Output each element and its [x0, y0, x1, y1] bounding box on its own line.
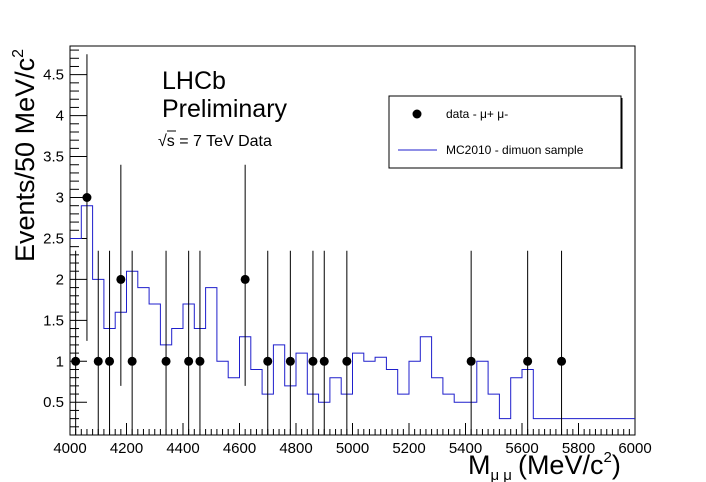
x-tick-label: 5000	[336, 440, 369, 457]
x-tick-label: 5800	[562, 440, 595, 457]
data-marker	[263, 356, 273, 366]
x-axis-label: Mμ μ (MeV/c2)	[468, 449, 621, 482]
legend-data-label: data - μ+ μ-	[446, 107, 508, 121]
y-tick-label: 1	[56, 353, 64, 370]
data-point	[342, 250, 352, 435]
data-point	[557, 250, 567, 435]
x-axis-label-units: (MeV/c	[518, 450, 604, 480]
data-point	[195, 250, 205, 435]
data-point	[116, 164, 126, 386]
legend-box	[388, 95, 622, 169]
legend-data-marker	[412, 109, 422, 119]
data-point	[240, 164, 250, 386]
data-marker	[342, 356, 352, 366]
x-tick-label: 6000	[618, 440, 651, 457]
x-tick-label: 4800	[279, 440, 312, 457]
data-points	[71, 54, 567, 435]
data-marker	[127, 356, 137, 366]
data-marker	[82, 193, 92, 203]
x-tick-label: 4400	[166, 440, 199, 457]
data-marker	[71, 356, 81, 366]
y-tick-label: 2	[56, 271, 64, 288]
y-axis-label-sup: 2	[10, 49, 27, 58]
x-axis-label-main: M	[468, 450, 491, 480]
data-point	[127, 250, 137, 435]
data-marker	[116, 274, 126, 284]
data-point	[184, 250, 194, 435]
y-tick-label: 1.5	[43, 312, 64, 329]
data-point	[105, 250, 115, 435]
data-marker	[285, 356, 295, 366]
data-point	[161, 250, 171, 435]
data-marker	[105, 356, 115, 366]
data-marker	[557, 356, 567, 366]
energy-s: s	[167, 133, 175, 150]
energy-text: = 7 TeV Data	[175, 133, 272, 150]
axis-ticks: 4000 4200 4400 4600 4800 5000 5200 5400 5600 5800…	[43, 49, 652, 457]
mc-step-line	[70, 205, 635, 420]
preliminary-label: Preliminary	[162, 95, 288, 123]
data-marker	[195, 356, 205, 366]
y-tick-label: 2.5	[43, 230, 64, 247]
x-tick-label: 5200	[392, 440, 425, 457]
x-tick-label: 4600	[223, 440, 256, 457]
data-point	[82, 54, 92, 341]
data-marker	[93, 356, 103, 366]
mc-histogram	[70, 205, 635, 420]
data-point	[71, 250, 81, 435]
y-tick-label: 3.5	[43, 149, 64, 166]
x-axis-label-units-close: )	[612, 450, 621, 480]
legend-mc-label: MC2010 - dimuon sample	[446, 143, 584, 157]
energy-label: √s = 7 TeV Data	[158, 133, 272, 150]
data-point	[263, 250, 273, 435]
legend: data - μ+ μ- MC2010 - dimuon sample	[388, 95, 623, 169]
x-tick-label: 5600	[505, 440, 538, 457]
y-tick-label: 3	[56, 190, 64, 207]
data-marker	[319, 356, 329, 366]
x-tick-label: 4000	[53, 440, 86, 457]
y-tick-label: 4	[56, 108, 64, 125]
data-point	[93, 250, 103, 435]
x-axis-label-units-sup: 2	[603, 449, 611, 466]
data-marker	[240, 274, 250, 284]
sqrt-symbol: √	[158, 133, 167, 150]
data-marker	[184, 356, 194, 366]
lhcb-label: LHCb	[162, 67, 226, 95]
data-marker	[466, 356, 476, 366]
x-tick-label: 4200	[110, 440, 143, 457]
data-marker	[161, 356, 171, 366]
x-tick-label: 5400	[449, 440, 482, 457]
y-tick-label: 4.5	[43, 67, 64, 84]
y-axis-label-main: Events/50 MeV/c	[10, 58, 40, 262]
data-point	[308, 250, 318, 435]
y-axis-label: Events/50 MeV/c2	[10, 49, 40, 262]
x-axis-label-sub: μ μ	[491, 467, 512, 482]
data-marker	[308, 356, 318, 366]
data-point	[319, 250, 329, 435]
data-point	[285, 250, 295, 435]
data-point	[523, 250, 533, 435]
y-tick-label: 0.5	[43, 394, 64, 411]
data-marker	[523, 356, 533, 366]
data-point	[466, 250, 476, 435]
